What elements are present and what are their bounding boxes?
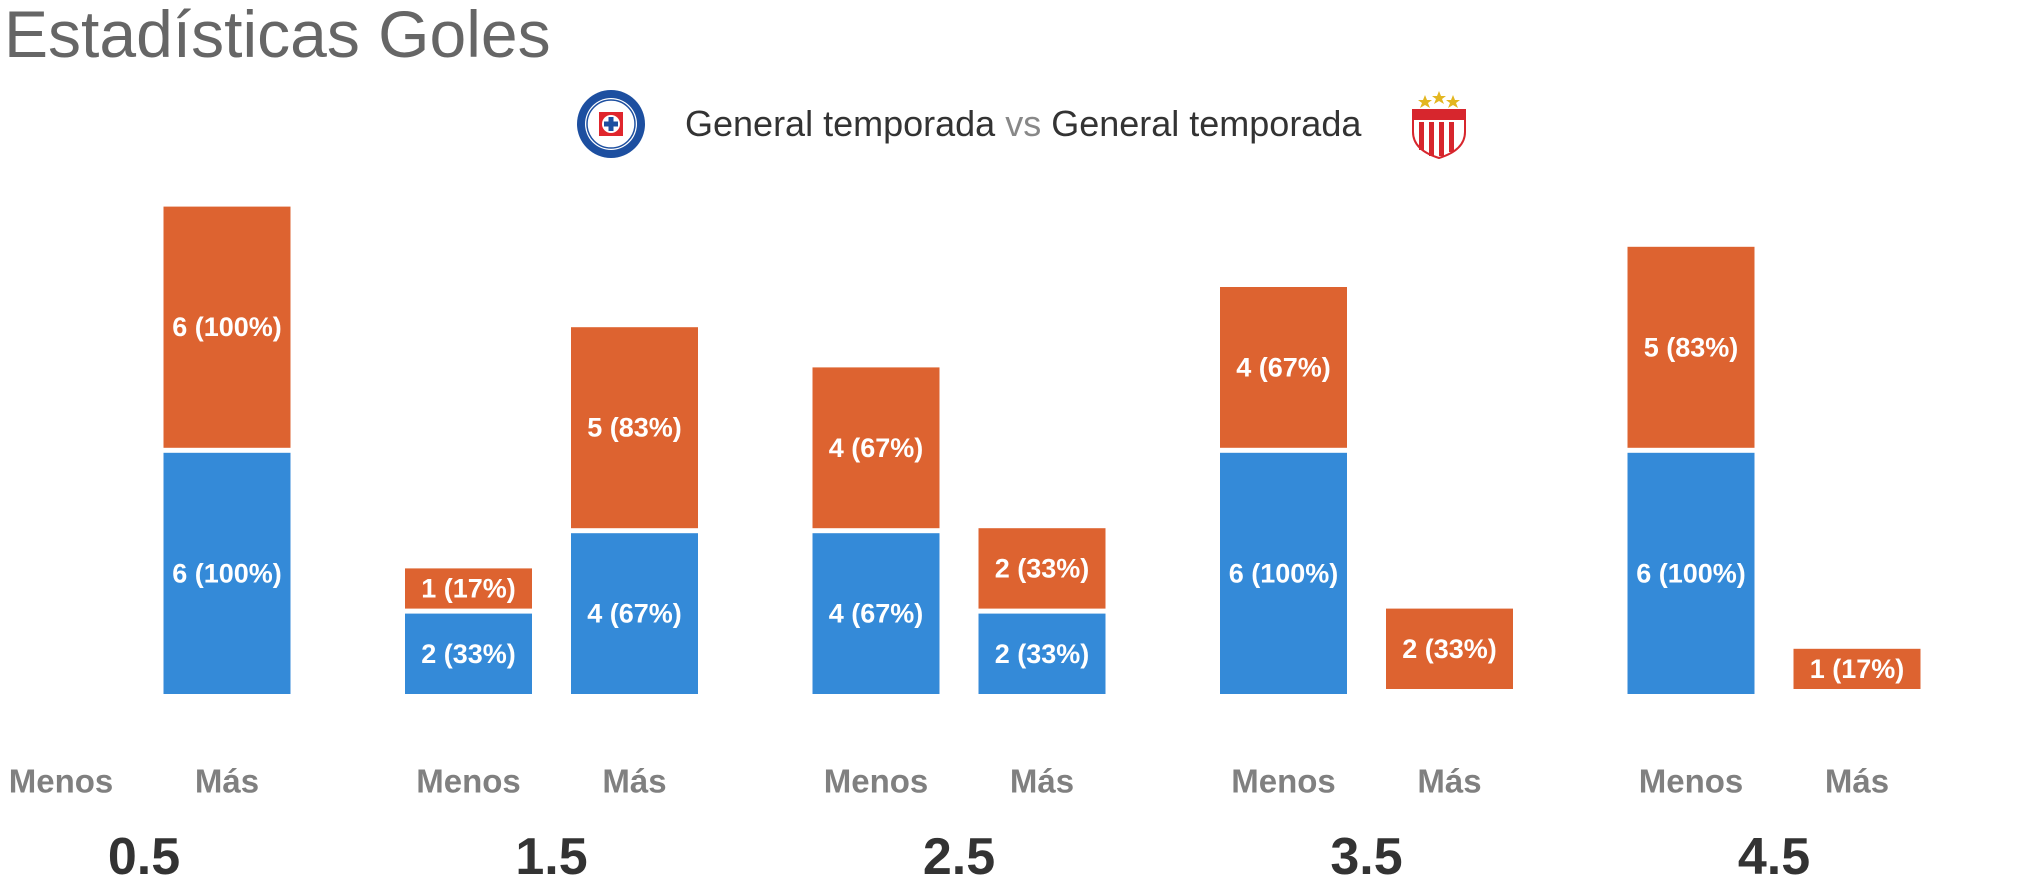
page-title: Estadísticas Goles — [4, 0, 551, 71]
bar-value-label: 6 (100%) — [172, 558, 282, 588]
bar-category-label: Más — [1010, 763, 1074, 800]
bar-value-label: 2 (33%) — [421, 639, 516, 669]
bar-segment-blue — [163, 452, 291, 694]
necaxa-crest-icon — [1412, 91, 1467, 160]
bar-value-label: 4 (67%) — [829, 599, 924, 629]
bar-segment-blue — [1627, 452, 1755, 694]
goal-line-label: 4.5 — [1738, 828, 1810, 884]
bar-segment-orange — [1386, 608, 1513, 689]
bar-segment-blue — [978, 613, 1106, 694]
bar-segment-blue — [405, 613, 532, 694]
goal-line-label: 2.5 — [923, 828, 995, 884]
bar-segment-orange — [571, 327, 698, 529]
left-team-label: General temporada — [685, 103, 996, 144]
bar-segment-orange — [1627, 246, 1755, 448]
bar-segment-orange — [812, 367, 940, 529]
bar-segment-orange — [1220, 287, 1347, 448]
bar-segment-blue — [571, 533, 698, 694]
bar-value-label: 1 (17%) — [1810, 654, 1905, 684]
bar-category-label: Menos — [9, 763, 114, 800]
cruz-azul-crest-icon — [577, 90, 645, 158]
bar-category-label: Más — [1825, 763, 1889, 800]
matchup-text: General temporada vs General temporada — [685, 103, 1361, 145]
bar-segment-orange — [978, 528, 1106, 609]
bar-segment-orange — [405, 568, 532, 609]
bar-segment-blue — [812, 533, 940, 694]
bar-segment-blue — [1220, 452, 1347, 694]
vs-label: vs — [1005, 103, 1042, 144]
bar-segment-orange — [163, 206, 291, 448]
bar-value-label: 2 (33%) — [995, 639, 1090, 669]
bar-value-label: 1 (17%) — [421, 574, 516, 604]
bar-category-label: Más — [195, 763, 259, 800]
bar-value-label: 6 (100%) — [1636, 558, 1746, 588]
bar-category-label: Más — [602, 763, 666, 800]
bar-segment-orange — [1793, 648, 1921, 689]
bar-value-label: 4 (67%) — [829, 433, 924, 463]
matchup-header: General temporada vs General temporada — [575, 88, 1475, 160]
right-team-label: General temporada — [1051, 103, 1362, 144]
bar-value-label: 2 (33%) — [995, 553, 1090, 583]
bar-value-label: 6 (100%) — [1229, 558, 1339, 588]
bar-category-label: Menos — [416, 763, 521, 800]
bar-value-label: 4 (67%) — [587, 599, 682, 629]
bar-category-label: Menos — [1639, 763, 1744, 800]
goal-line-label: 3.5 — [1330, 828, 1402, 884]
bar-value-label: 5 (83%) — [587, 413, 682, 443]
bar-category-label: Menos — [1231, 763, 1336, 800]
bar-value-label: 2 (33%) — [1402, 634, 1497, 664]
bar-value-label: 6 (100%) — [172, 312, 282, 342]
goal-line-label: 0.5 — [108, 828, 180, 884]
bar-value-label: 5 (83%) — [1644, 332, 1739, 362]
bar-value-label: 4 (67%) — [1236, 352, 1331, 382]
goal-line-label: 1.5 — [515, 828, 587, 884]
bar-category-label: Más — [1417, 763, 1481, 800]
bar-category-label: Menos — [824, 763, 929, 800]
